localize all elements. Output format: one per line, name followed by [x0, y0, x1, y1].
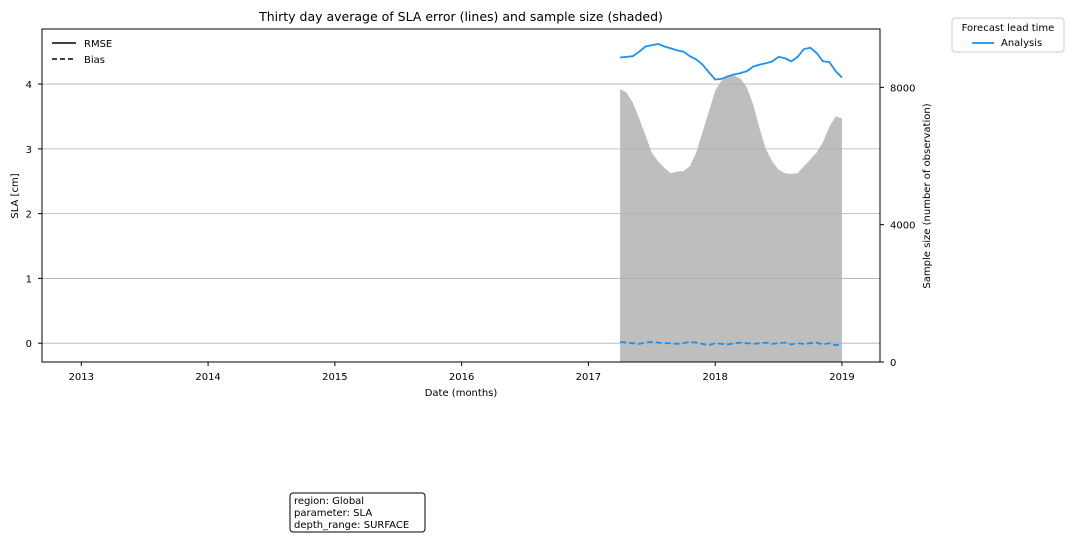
plot-frame: [41, 28, 881, 363]
chart-title: Thirty day average of SLA error (lines) …: [258, 9, 663, 24]
y-tick-label: 1: [26, 274, 32, 285]
sample-size-area: [620, 75, 842, 363]
info-box-frame: [289, 492, 426, 533]
lead-legend-title: Forecast lead time: [962, 23, 1055, 34]
y2-axis-label: Sample size (number of observation): [922, 103, 933, 288]
x-tick-label: 2014: [195, 372, 220, 383]
info-box: region: Global parameter: SLA depth_rang…: [289, 492, 426, 533]
y-axis-label: SLA [cm]: [10, 173, 21, 218]
y-tick-label: 0: [26, 339, 32, 350]
style-legend: RMSE Bias: [52, 39, 112, 66]
info-region: region: Global: [294, 496, 364, 507]
x-tick-label: 2016: [449, 372, 474, 383]
x-axis-label: Date (months): [425, 388, 498, 399]
x-tick-label: 2017: [576, 372, 601, 383]
legend-bias-label: Bias: [84, 55, 105, 66]
y2-tick-label: 8000: [890, 83, 915, 94]
rmse-line: [620, 43, 843, 81]
bias-line: [620, 340, 843, 347]
y-tick-label: 3: [26, 145, 32, 156]
info-parameter: parameter: SLA: [294, 508, 372, 519]
y2-tick-label: 0: [890, 358, 896, 369]
x-tick-label: 2015: [322, 372, 347, 383]
info-depth-range: depth_range: SURFACE: [294, 520, 409, 531]
x-tick-label: 2018: [702, 372, 727, 383]
legend-rmse-label: RMSE: [84, 39, 112, 50]
y-tick-label: 2: [26, 210, 32, 221]
y-tick-label: 4: [26, 80, 32, 91]
lead-time-legend: Forecast lead time Analysis: [951, 17, 1065, 53]
y2-tick-label: 4000: [890, 221, 915, 232]
x-tick-label: 2013: [69, 372, 94, 383]
legend-analysis-label: Analysis: [1001, 38, 1042, 49]
x-tick-label: 2019: [829, 372, 854, 383]
